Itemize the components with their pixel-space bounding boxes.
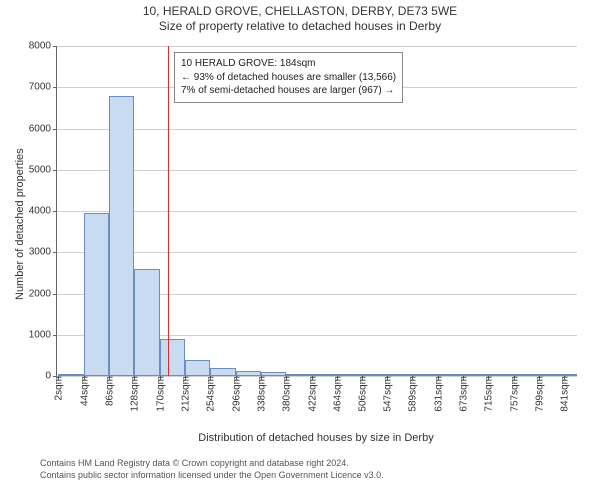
x-tick-label: 212sqm [178, 376, 191, 412]
x-tick-label: 547sqm [380, 376, 393, 412]
histogram-bar [134, 269, 159, 376]
x-tick-label: 2sqm [52, 376, 65, 400]
histogram-bar [84, 213, 109, 376]
x-tick-label: 673sqm [456, 376, 469, 412]
x-tick-label: 254sqm [204, 376, 217, 412]
x-tick-label: 799sqm [532, 376, 545, 412]
x-tick-label: 338sqm [254, 376, 267, 412]
y-tick-label: 3000 [29, 247, 57, 258]
grid-line [57, 170, 577, 171]
y-tick-label: 1000 [29, 329, 57, 340]
x-tick-label: 841sqm [558, 376, 571, 412]
reference-line [168, 46, 169, 376]
attribution-footer: Contains HM Land Registry data © Crown c… [40, 458, 384, 481]
title-line-1: 10, HERALD GROVE, CHELLASTON, DERBY, DE7… [0, 4, 600, 19]
grid-line [57, 46, 577, 47]
title-line-2: Size of property relative to detached ho… [0, 19, 600, 34]
x-axis-label: Distribution of detached houses by size … [56, 432, 576, 444]
x-tick-label: 715sqm [482, 376, 495, 412]
x-tick-label: 631sqm [431, 376, 444, 412]
x-tick-label: 86sqm [102, 376, 115, 406]
y-tick-label: 8000 [29, 41, 57, 52]
x-tick-label: 380sqm [280, 376, 293, 412]
annotation-line: 7% of semi-detached houses are larger (9… [181, 84, 396, 98]
x-tick-label: 44sqm [77, 376, 90, 406]
x-tick-label: 128sqm [128, 376, 141, 412]
x-tick-label: 589sqm [406, 376, 419, 412]
annotation-line: ← 93% of detached houses are smaller (13… [181, 71, 396, 85]
y-tick-label: 5000 [29, 164, 57, 175]
annotation-box: 10 HERALD GROVE: 184sqm← 93% of detached… [174, 52, 403, 103]
histogram-bar [210, 368, 235, 376]
x-tick-label: 422sqm [305, 376, 318, 412]
y-axis-label: Number of detached properties [14, 148, 26, 300]
footer-line-1: Contains HM Land Registry data © Crown c… [40, 458, 384, 470]
histogram-bar [185, 360, 210, 376]
x-tick-label: 757sqm [507, 376, 520, 412]
y-tick-label: 6000 [29, 123, 57, 134]
x-tick-label: 296sqm [229, 376, 242, 412]
chart-title: 10, HERALD GROVE, CHELLASTON, DERBY, DE7… [0, 4, 600, 34]
annotation-line: 10 HERALD GROVE: 184sqm [181, 57, 396, 71]
histogram-bar [160, 339, 185, 376]
x-tick-label: 506sqm [356, 376, 369, 412]
chart-container: { "chart": { "type": "histogram", "title… [0, 0, 600, 500]
footer-line-2: Contains public sector information licen… [40, 470, 384, 482]
grid-line [57, 252, 577, 253]
grid-line [57, 211, 577, 212]
grid-line [57, 129, 577, 130]
y-tick-label: 4000 [29, 206, 57, 217]
y-tick-label: 7000 [29, 82, 57, 93]
y-tick-label: 2000 [29, 288, 57, 299]
histogram-bar [109, 96, 134, 377]
x-tick-label: 170sqm [153, 376, 166, 412]
plot-area: 0100020003000400050006000700080002sqm44s… [56, 46, 577, 377]
x-tick-label: 464sqm [330, 376, 343, 412]
